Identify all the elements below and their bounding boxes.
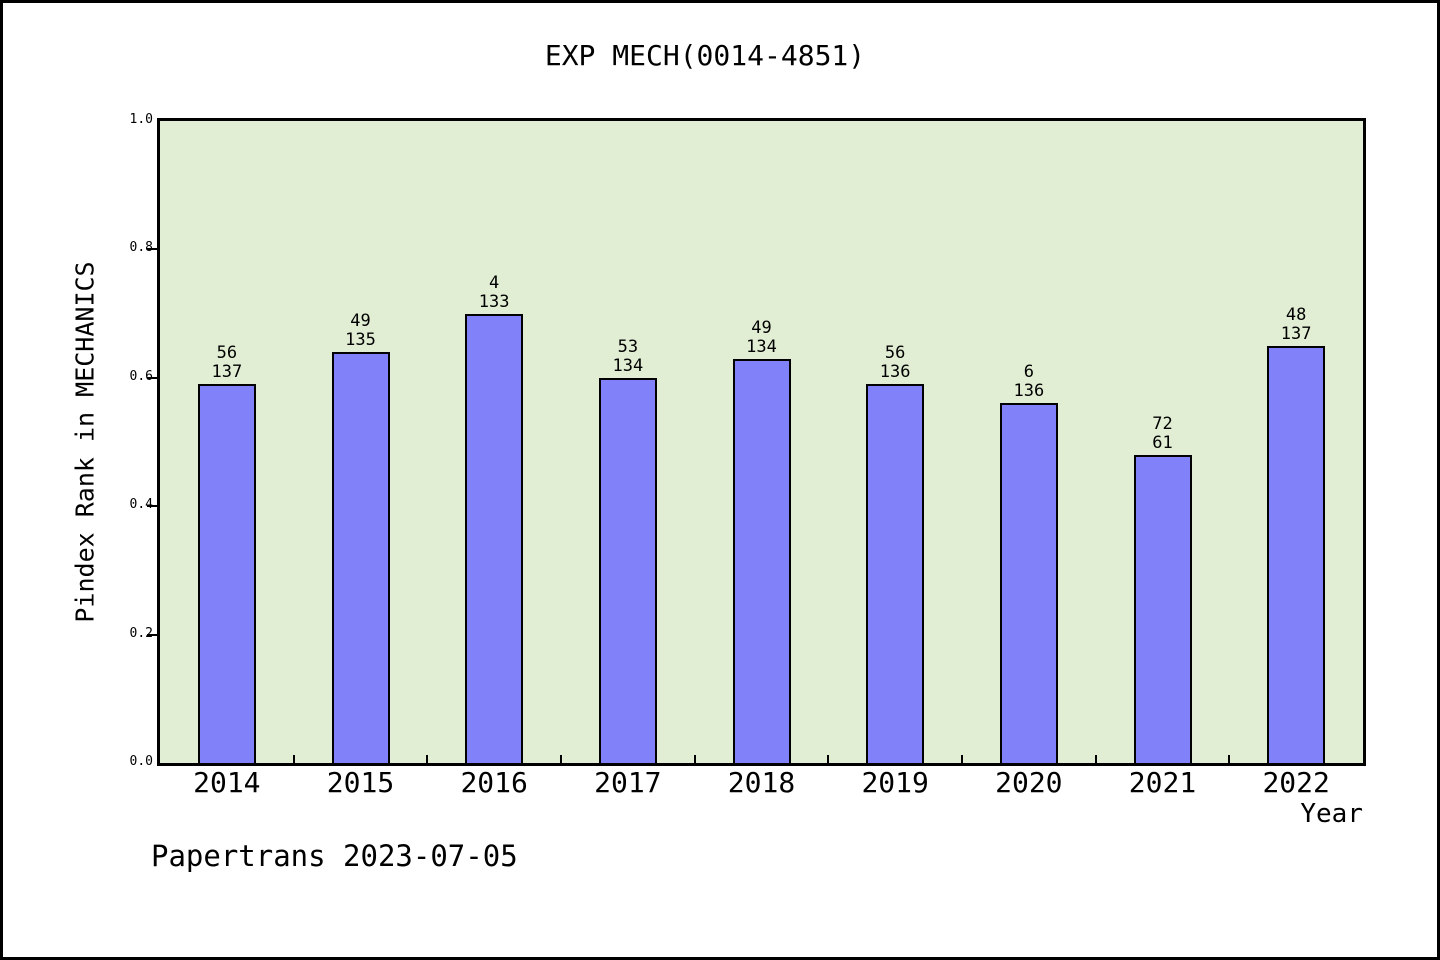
y-tick-label-0.6: 0.6	[129, 368, 153, 384]
x-minor-tick	[1228, 755, 1231, 763]
bar-2014	[197, 384, 256, 763]
x-tick-label-2017: 2017	[594, 766, 662, 799]
bar-value-label-2014: 56 137	[211, 343, 243, 382]
bar-value-label-2019: 56 136	[879, 343, 911, 382]
x-tick-label-2016: 2016	[460, 766, 528, 799]
bar-value-label-2018: 49 134	[746, 318, 777, 357]
y-tick-label-1.0: 1.0	[129, 112, 153, 127]
x-minor-tick	[693, 755, 696, 763]
watermark-text: Papertrans 2023-07-05	[151, 839, 518, 873]
bar-value-label-2021: 72 61	[1152, 414, 1173, 453]
x-minor-tick	[1094, 755, 1097, 763]
bar-2017	[598, 378, 657, 763]
bar-value-label-2016: 4 133	[478, 273, 510, 312]
y-tick-label-0.4: 0.4	[129, 497, 153, 513]
y-tick-mark	[147, 248, 157, 251]
bar-2022	[1267, 346, 1326, 763]
chart-title: EXP MECH(0014-4851)	[544, 39, 866, 72]
y-tick-mark	[147, 376, 157, 379]
x-tick-label-2019: 2019	[861, 766, 929, 799]
bar-2018	[732, 359, 791, 763]
bar-2020	[999, 403, 1058, 763]
bar-2021	[1133, 455, 1192, 763]
x-tick-label-2020: 2020	[995, 766, 1063, 799]
bar-2019	[866, 384, 925, 763]
x-axis-title: Year	[1300, 799, 1363, 829]
y-axis-title: Pindex Rank in MECHANICS	[70, 261, 100, 623]
y-tick-mark	[147, 633, 157, 636]
bar-2015	[331, 352, 390, 763]
bar-value-label-2020: 6 136	[1013, 362, 1045, 401]
x-minor-tick	[961, 755, 963, 763]
y-tick-label-0.8: 0.8	[129, 240, 153, 256]
y-tick-label-0.2: 0.2	[129, 625, 153, 641]
x-minor-tick	[560, 755, 562, 763]
x-minor-tick	[292, 755, 295, 763]
x-minor-tick	[827, 755, 830, 763]
x-tick-label-2014: 2014	[193, 766, 261, 799]
bar-value-label-2022: 48 137	[1280, 305, 1312, 344]
y-tick-label-0.0: 0.0	[129, 754, 153, 769]
x-tick-label-2015: 2015	[326, 766, 395, 799]
bar-value-label-2015: 49 135	[345, 311, 376, 350]
y-tick-mark	[147, 505, 157, 508]
plot-area: 56 137 49 135 4 133 53 134 49 134 56 136 6 136…	[157, 118, 1366, 766]
x-tick-label-2022: 2022	[1262, 766, 1330, 799]
x-tick-label-2018: 2018	[727, 766, 796, 799]
x-tick-label-2021: 2021	[1128, 766, 1197, 799]
x-minor-tick	[426, 755, 429, 763]
bar-value-label-2017: 53 134	[612, 337, 644, 376]
bar-2016	[465, 314, 524, 763]
